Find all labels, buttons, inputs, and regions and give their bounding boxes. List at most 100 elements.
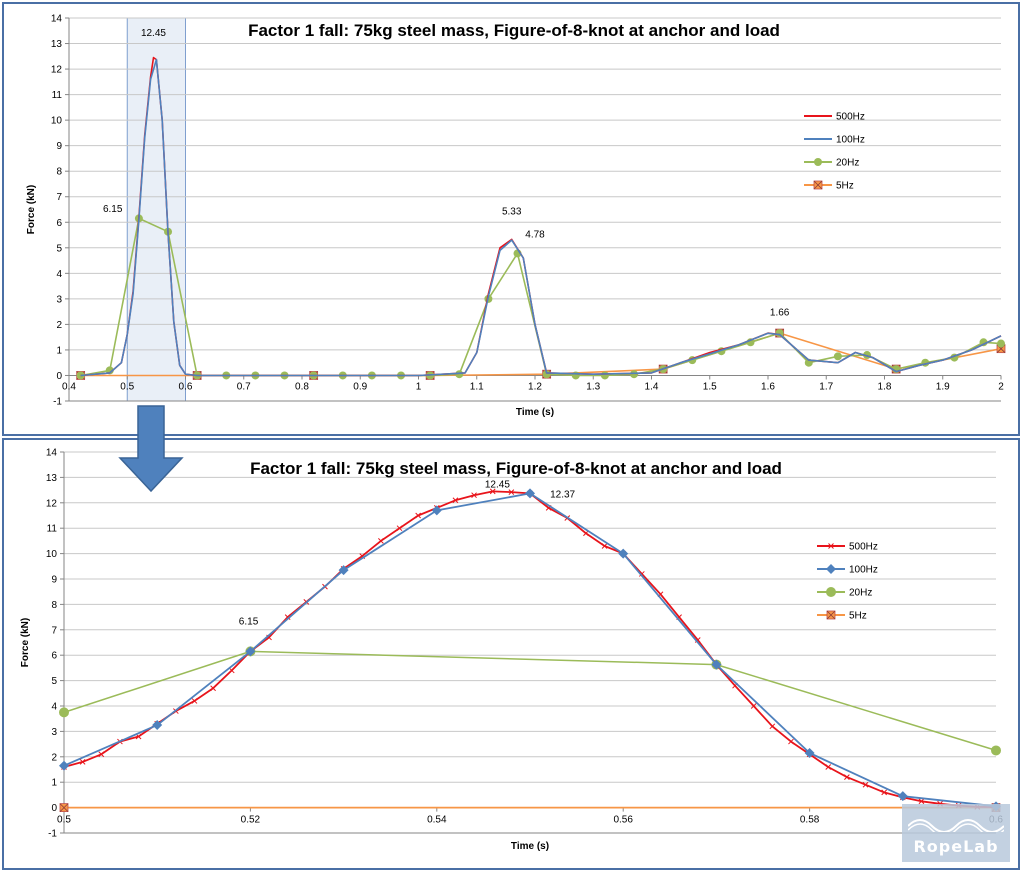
series-500hz-point — [79, 759, 86, 765]
y-tick-label: 13 — [51, 39, 63, 50]
y-tick-label: 6 — [56, 218, 62, 229]
y-tick-label: 13 — [46, 473, 58, 484]
x-tick-label: 1.8 — [878, 381, 892, 392]
y-tick-label: 12 — [46, 498, 58, 509]
x-tick-label: 1.7 — [819, 381, 833, 392]
data-label: 5.33 — [502, 207, 522, 218]
series-500hz-point — [862, 781, 869, 788]
series-500hz-point — [918, 798, 925, 805]
x-tick-label: 0.52 — [241, 815, 261, 826]
x-tick-label: 0.8 — [295, 381, 309, 392]
series-100hz-point — [525, 488, 535, 499]
y-tick-label: 14 — [46, 448, 58, 459]
y-axis-label: Force (kN) — [26, 185, 37, 234]
data-label: 6.15 — [103, 204, 123, 215]
y-tick-label: 2 — [51, 752, 57, 763]
y-tick-label: 1 — [51, 778, 57, 789]
data-label: 12.45 — [141, 28, 166, 39]
x-tick-label: 0.6 — [179, 381, 193, 392]
legend-20hz-label: 20Hz — [849, 588, 872, 599]
y-tick-label: 5 — [51, 676, 57, 687]
legend-20hz-label: 20Hz — [836, 158, 859, 169]
series-500hz-point — [228, 667, 235, 674]
logo-text: RopeLab — [913, 837, 999, 856]
series-500hz-point — [284, 614, 291, 620]
series-20hz-point — [979, 338, 988, 347]
x-tick-label: 0.5 — [57, 815, 71, 826]
y-tick-label: 10 — [51, 116, 63, 127]
series-500hz-point — [881, 789, 888, 796]
x-tick-label: 0.5 — [120, 381, 134, 392]
y-tick-label: 4 — [51, 702, 57, 713]
legend-5hz-marker — [826, 610, 836, 620]
series-20hz-point — [600, 371, 609, 380]
series-500hz-line — [63, 490, 997, 808]
ropelab-logo: RopeLab — [902, 804, 1010, 862]
series-500hz-point — [750, 703, 757, 709]
x-tick-label: 0.4 — [62, 381, 76, 392]
series-500hz-point — [601, 543, 608, 549]
y-tick-label: 11 — [47, 524, 58, 535]
x-tick-label: 1 — [416, 381, 422, 392]
x-tick-label: 0.9 — [353, 381, 367, 392]
data-label: 4.78 — [525, 230, 545, 241]
y-tick-label: 10 — [46, 549, 58, 560]
series-500hz-point — [638, 571, 645, 577]
y-tick-label: 9 — [51, 575, 57, 586]
legend-5hz-label: 5Hz — [849, 611, 867, 622]
series-20hz-point — [833, 352, 842, 361]
series-500hz-line — [80, 56, 1002, 377]
series-500hz-point — [415, 512, 422, 519]
x-tick-label: 0.56 — [613, 815, 633, 826]
y-tick-label: 14 — [51, 14, 63, 25]
series-500hz-point — [508, 489, 515, 495]
y-tick-label: 8 — [51, 600, 57, 611]
series-500hz-point — [210, 685, 216, 692]
series-500hz-point — [396, 525, 403, 532]
series-100hz-point — [804, 747, 815, 758]
y-tick-label: 0 — [56, 371, 62, 382]
y-tick-label: 6 — [51, 651, 57, 662]
series-20hz-point — [991, 745, 1001, 756]
data-label: 12.37 — [550, 490, 575, 501]
y-tick-label: 8 — [56, 167, 62, 178]
series-20hz-point — [997, 339, 1005, 348]
y-tick-label: 2 — [56, 320, 62, 331]
series-100hz-point — [152, 720, 163, 731]
series-20hz-point — [455, 370, 464, 379]
y-tick-label: 4 — [56, 269, 62, 280]
series-20hz-line — [63, 650, 997, 752]
x-tick-label: 1.4 — [645, 381, 659, 392]
y-tick-label: 9 — [56, 141, 62, 152]
legend-5hz-label: 5Hz — [836, 181, 854, 192]
series-500hz-point — [844, 774, 850, 780]
series-20hz-point — [571, 371, 580, 380]
series-100hz-point — [245, 646, 256, 657]
legend-5hz-marker-cross — [813, 180, 823, 190]
series-100hz-point — [431, 505, 442, 516]
legend-500hz-label: 500Hz — [836, 112, 865, 123]
x-tick-label: 0.58 — [800, 815, 820, 826]
series-100hz-point — [59, 760, 69, 771]
series-500hz-point — [98, 751, 105, 758]
legend-500hz-marker — [828, 543, 834, 549]
y-tick-label: 12 — [51, 65, 63, 76]
series-500hz-point — [378, 538, 384, 544]
x-tick-label: 1.2 — [528, 381, 542, 392]
legend-100hz-marker — [826, 564, 836, 574]
y-tick-label: 11 — [52, 90, 63, 101]
x-tick-label: 2 — [998, 381, 1004, 392]
legend-5hz-marker-cross — [826, 610, 836, 620]
top-chart-panel: -1 0 1 2 3 4 5 6 7 8 9 10 11 12 13 14 0.4 0.5 0.6 0.7 0.8 0.9… — [2, 2, 1020, 436]
series-500hz-point — [489, 488, 496, 495]
data-label: 12.45 — [485, 480, 510, 491]
series-20hz-point — [630, 370, 639, 379]
chart-title: Factor 1 fall: 75kg steel mass, Figure-o… — [248, 21, 780, 40]
series-500hz-point — [769, 723, 776, 730]
series-100hz-point — [897, 791, 908, 802]
y-tick-label: 0 — [51, 803, 57, 814]
series-100hz-point — [338, 565, 349, 576]
y-tick-label: -1 — [48, 829, 57, 840]
y-tick-label: -1 — [53, 397, 62, 408]
